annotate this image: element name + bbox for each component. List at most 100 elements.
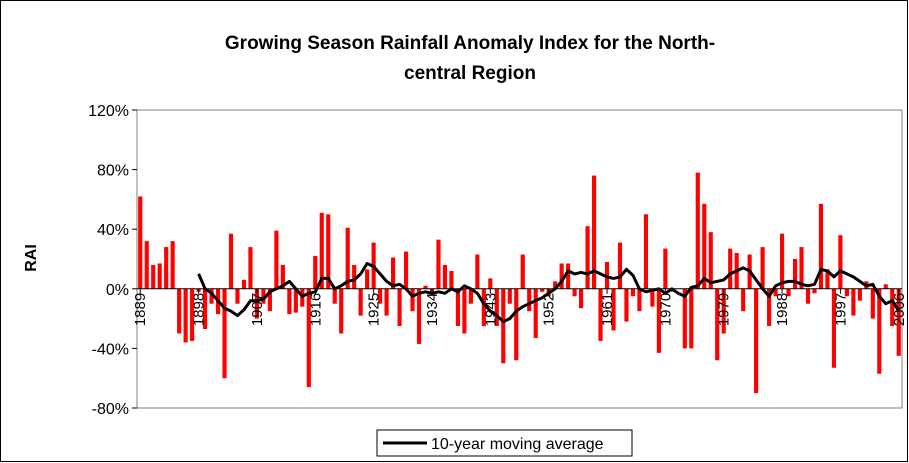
bar	[365, 269, 370, 289]
y-tick-label: -80%	[92, 401, 129, 418]
bar	[527, 288, 532, 312]
bar	[760, 247, 765, 289]
bar	[857, 288, 862, 301]
bar	[559, 263, 564, 289]
bar	[838, 235, 843, 289]
bar	[468, 288, 473, 304]
bar	[663, 248, 668, 289]
bar	[339, 288, 344, 334]
bar	[280, 264, 285, 289]
bar	[695, 172, 700, 289]
bar	[566, 263, 571, 289]
bar	[190, 288, 195, 341]
bar	[209, 288, 214, 304]
bar	[222, 288, 227, 379]
bar	[773, 288, 778, 297]
bar	[553, 281, 558, 289]
x-tick-label: 1898	[191, 293, 208, 326]
bar	[812, 288, 817, 294]
bar	[533, 288, 538, 338]
bar	[779, 233, 785, 289]
bar	[287, 288, 292, 315]
chart-title: central Region	[404, 63, 536, 84]
bar	[786, 288, 791, 297]
bar	[313, 256, 318, 289]
bar	[164, 247, 169, 289]
x-tick-label: 1925	[366, 293, 383, 326]
bar	[157, 263, 162, 289]
bar	[799, 247, 804, 289]
bar	[754, 288, 759, 394]
bar	[579, 288, 584, 309]
x-tick-label: 1907	[249, 293, 266, 326]
bar	[507, 288, 512, 304]
bar	[177, 288, 182, 334]
bar	[844, 288, 849, 297]
bar	[831, 288, 837, 368]
bar	[624, 288, 629, 322]
bar	[397, 288, 402, 327]
bar	[358, 288, 363, 316]
x-tick-label: 2006	[891, 293, 908, 326]
x-tick-label: 1979	[716, 293, 733, 326]
bar	[267, 288, 272, 312]
bar	[144, 241, 149, 289]
bar	[326, 214, 331, 289]
bar	[274, 230, 279, 289]
bar	[442, 264, 448, 289]
bar	[306, 288, 311, 388]
bar	[611, 288, 616, 331]
x-tick-label: 1988	[774, 293, 791, 326]
bar	[241, 279, 247, 289]
y-tick-label: 120%	[88, 103, 129, 120]
bar	[792, 259, 798, 289]
chart-title: Growing Season Rainfall Anomaly Index fo…	[225, 33, 715, 54]
bar	[345, 227, 350, 289]
bar	[138, 196, 143, 289]
x-tick-label: 1934	[424, 293, 441, 326]
bar	[637, 288, 642, 312]
bar	[890, 288, 895, 327]
bar	[877, 288, 882, 374]
bar	[488, 278, 493, 289]
bar	[721, 288, 726, 334]
y-tick-label: 80%	[97, 163, 129, 180]
bar	[883, 284, 888, 289]
bar	[650, 288, 655, 307]
bar	[403, 251, 409, 289]
bar	[501, 288, 506, 364]
bar	[384, 288, 389, 316]
bar	[825, 269, 830, 289]
bar	[805, 288, 811, 304]
bar	[851, 288, 856, 316]
bar	[248, 247, 253, 289]
bar	[228, 233, 234, 289]
bar	[598, 288, 603, 341]
y-tick-label: 40%	[97, 222, 129, 239]
bar	[656, 288, 661, 353]
bar	[254, 288, 260, 319]
bar	[715, 288, 720, 361]
x-tick-label: 1943	[482, 293, 499, 326]
bar	[410, 288, 415, 312]
bar	[462, 288, 467, 334]
x-tick-label: 1889	[132, 293, 149, 326]
bar	[352, 264, 357, 289]
bar	[767, 288, 772, 327]
bar	[423, 285, 428, 289]
y-axis-label: RAI	[23, 244, 40, 272]
bar	[585, 226, 590, 289]
bar	[870, 288, 875, 319]
bar	[378, 288, 383, 304]
bar	[540, 288, 545, 292]
bar	[643, 214, 648, 289]
bar	[682, 288, 687, 349]
bar	[708, 232, 713, 289]
x-tick-label: 1916	[307, 293, 324, 326]
bar	[741, 288, 746, 312]
bar	[416, 288, 422, 344]
bar	[481, 288, 486, 327]
bar	[391, 257, 396, 289]
x-tick-label: 1997	[832, 293, 849, 326]
